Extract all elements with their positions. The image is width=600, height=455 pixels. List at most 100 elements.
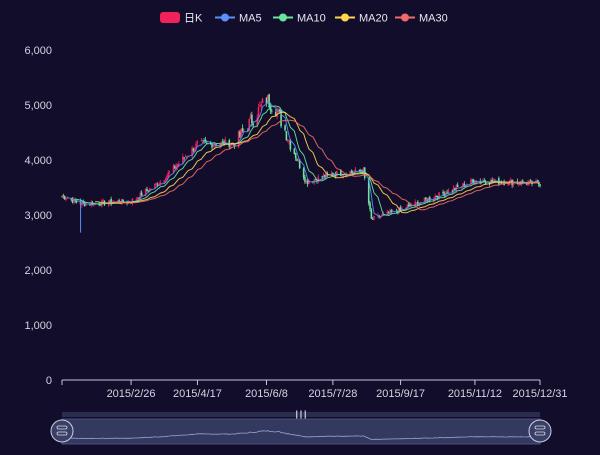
candle-body: [136, 197, 139, 199]
candle-body: [73, 198, 75, 203]
candle-body: [442, 191, 444, 194]
legend: 日K MA5 MA10 MA20 MA30: [160, 12, 448, 25]
handle-circle[interactable]: [50, 419, 74, 443]
candle-body: [456, 184, 459, 187]
datazoom-drag-grip[interactable]: ┃┃┃: [295, 410, 308, 419]
candle-body: [401, 208, 403, 210]
candle-body: [205, 142, 208, 144]
candle-body: [389, 210, 391, 214]
datazoom-right-handle[interactable]: [528, 419, 552, 443]
ma30-line: [113, 119, 541, 211]
legend-item-日k[interactable]: 日K: [160, 12, 203, 25]
candle-body: [66, 198, 69, 200]
candle-body: [172, 165, 175, 173]
candle-body: [257, 107, 260, 119]
candle-body: [358, 170, 361, 172]
handle-grip-line: [534, 425, 546, 430]
candle-body: [81, 202, 83, 206]
datazoom-left-handle[interactable]: [50, 419, 74, 443]
datazoom-slider[interactable]: ┃┃┃: [50, 410, 552, 445]
candle-body: [452, 187, 455, 192]
candle-body: [466, 184, 468, 185]
datazoom-preview-line: [62, 430, 541, 440]
datazoom-top-bar[interactable]: [62, 412, 540, 417]
candle-body: [472, 180, 475, 184]
candle-body: [314, 179, 317, 181]
candle-body: [463, 183, 466, 187]
candle-body: [494, 178, 496, 181]
candle-body: [148, 188, 151, 191]
candle-body: [61, 195, 63, 198]
candle-body: [484, 182, 487, 184]
candle-body: [155, 183, 158, 185]
legend-item-ma20[interactable]: MA20: [335, 13, 388, 25]
candle-body: [252, 123, 254, 126]
candle-body: [296, 159, 298, 161]
legend-label: MA10: [297, 13, 326, 25]
candle-body: [270, 110, 273, 112]
candle-body: [286, 140, 289, 141]
candle-body: [163, 180, 166, 183]
candle-body: [507, 184, 509, 186]
candle-body: [135, 198, 138, 200]
legend-item-ma5[interactable]: MA5: [215, 13, 262, 25]
candle-body: [527, 182, 529, 186]
candle-body: [174, 166, 176, 169]
legend-item-ma30[interactable]: MA30: [395, 13, 448, 25]
y-tick-label: 5,000: [24, 100, 52, 112]
handle-grip-line: [534, 431, 546, 436]
handle-circle[interactable]: [528, 419, 552, 443]
candle-body: [350, 170, 353, 173]
candle-body: [193, 148, 196, 152]
candle-body: [99, 204, 102, 206]
legend-item-ma10[interactable]: MA10: [273, 13, 326, 25]
candle-body: [398, 207, 401, 213]
candle-body: [369, 202, 371, 210]
candle-body: [182, 156, 184, 164]
candle-body: [220, 142, 223, 145]
ma20-line: [95, 111, 541, 214]
x-tick-label: 2015/12/31: [512, 388, 567, 400]
handle-grip-line: [56, 425, 68, 430]
candle-body: [417, 201, 419, 206]
candle-body: [455, 185, 458, 191]
candle-body: [229, 144, 232, 149]
candle-body: [370, 209, 373, 219]
candle-body: [203, 140, 205, 142]
candle-body: [268, 94, 270, 108]
candle-body: [65, 198, 67, 200]
candle-body: [435, 195, 438, 198]
candle-body: [251, 114, 253, 124]
y-tick-label: 6,000: [24, 45, 52, 57]
candle-body: [414, 201, 416, 206]
candle-body: [387, 212, 390, 214]
candle-body: [499, 182, 501, 184]
candle-body: [154, 183, 156, 189]
candle-body: [436, 196, 439, 199]
ma5-line: [67, 100, 541, 218]
candle-body: [138, 197, 140, 199]
candle-body: [297, 160, 300, 162]
candle-body: [284, 125, 286, 131]
legend-swatch-dot: [341, 13, 349, 22]
candle-body: [259, 105, 261, 107]
candle-body: [525, 183, 528, 185]
legend-swatch: [160, 12, 180, 23]
datazoom-track[interactable]: [61, 418, 541, 445]
candle-body: [447, 190, 450, 194]
candle-body: [336, 170, 338, 176]
y-tick-label: 1,000: [24, 320, 52, 332]
candle-body: [512, 182, 515, 186]
candle-body: [529, 180, 532, 182]
candle-body: [509, 179, 512, 182]
candle-body: [342, 174, 345, 176]
candle-body: [415, 202, 418, 204]
candle-body: [446, 192, 448, 194]
x-tick-label: 2015/6/8: [245, 388, 288, 400]
handle-grip-line: [56, 431, 68, 436]
candle-body: [62, 195, 65, 197]
candle-body: [71, 198, 74, 203]
y-axis: 0 1,000 2,000 3,000 4,000 5,000 6,000: [24, 45, 52, 387]
candle-body: [274, 112, 277, 116]
candle-body: [409, 204, 411, 206]
